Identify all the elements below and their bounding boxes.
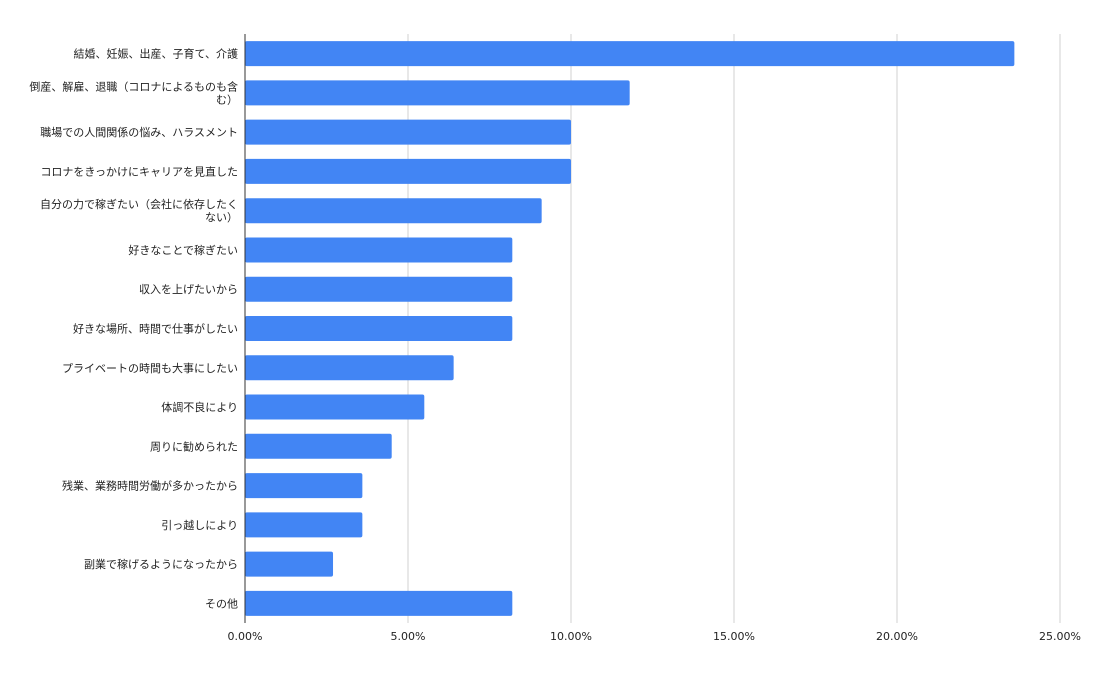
category-label: む） [216, 93, 238, 106]
bar [245, 41, 1015, 67]
category-label: 引っ越しにより [161, 518, 238, 532]
x-tick-label: 20.00% [876, 630, 918, 643]
x-tick-label: 10.00% [550, 630, 592, 643]
category-label: 結婚、妊娠、出産、子育て、介護 [74, 47, 238, 61]
category-label: 残業、業務時間労働が多かったから [62, 479, 238, 493]
bar [245, 355, 454, 381]
bar [245, 590, 513, 616]
x-tick-label: 25.00% [1039, 630, 1081, 643]
x-tick-label: 0.00% [228, 630, 263, 643]
category-label: 職場での人間関係の悩み、ハラスメント [40, 125, 238, 139]
bar [245, 551, 334, 577]
category-label: ない） [205, 211, 238, 224]
category-label: 体調不良により [161, 400, 238, 414]
bar [245, 316, 513, 341]
bar [245, 276, 513, 302]
x-tick-label: 5.00% [391, 630, 426, 643]
category-label: 収入を上げたいから [139, 283, 238, 296]
category-label: 副業で稼げるようになったから [84, 557, 238, 571]
category-label: 倒産、解雇、退職（コロナによるものも含 [29, 79, 238, 93]
bar [245, 198, 542, 224]
bar [245, 512, 363, 538]
category-label: 周りに勧められた [150, 439, 238, 453]
bar [245, 158, 571, 184]
category-label: 自分の力で稼ぎたい（会社に依存したく [40, 197, 238, 211]
category-label: 好きなことで稼ぎたい [128, 243, 238, 257]
bars [245, 41, 1015, 616]
x-tick-label: 15.00% [713, 630, 755, 643]
category-label: プライベートの時間も大事にしたい [62, 361, 238, 375]
bar [245, 80, 630, 106]
bar [245, 394, 425, 420]
category-label: コロナをきっかけにキャリアを見直した [40, 164, 238, 178]
category-label: その他 [205, 597, 238, 610]
bar [245, 119, 571, 145]
category-label: 好きな場所、時間で仕事がしたい [73, 322, 238, 336]
bar [245, 237, 513, 263]
x-tick-labels: 0.00% 5.00% 10.00% 15.00% 20.00% 25.00% [228, 630, 1081, 643]
bar [245, 473, 363, 499]
bar [245, 433, 392, 459]
